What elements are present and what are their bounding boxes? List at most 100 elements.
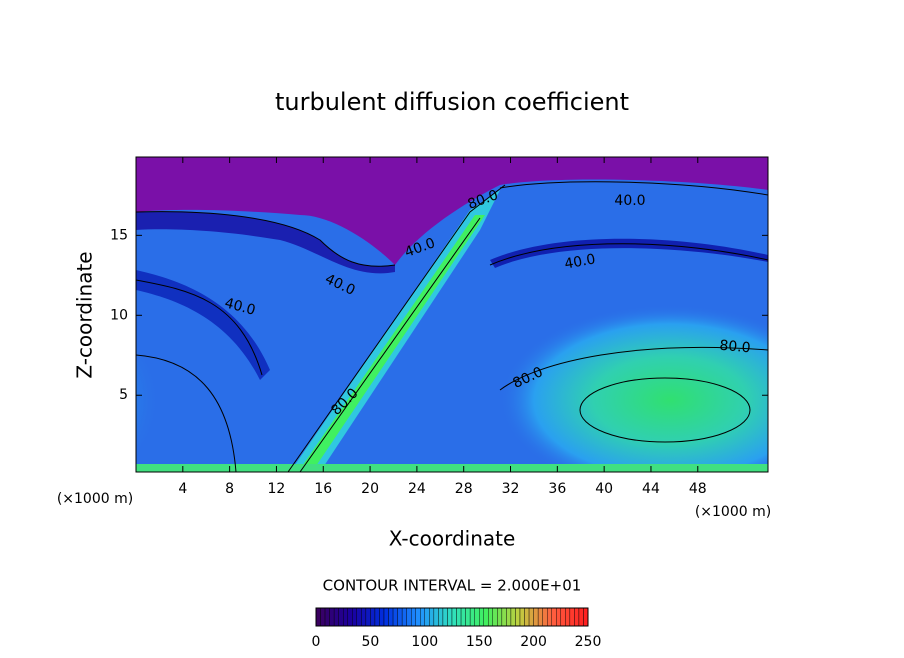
colorbar-cell xyxy=(315,607,321,627)
colorbar-cell xyxy=(356,607,362,627)
colorbar-cell xyxy=(501,607,507,627)
colorbar-cell xyxy=(465,607,471,627)
colorbar-cell xyxy=(361,607,367,627)
field-blob xyxy=(500,305,768,472)
colorbar-cell xyxy=(401,607,407,627)
colorbar-cell xyxy=(537,607,543,627)
x-tick-label: 40 xyxy=(595,481,613,497)
contour-label: 40.0 xyxy=(563,251,596,272)
colorbar-cell xyxy=(320,607,326,627)
colorbar-cell xyxy=(451,607,457,627)
contour-line xyxy=(499,346,768,391)
x-tick-label: 28 xyxy=(455,481,473,497)
colorbar-cell xyxy=(524,607,530,627)
colorbar-cell xyxy=(411,607,416,627)
colorbar-cell xyxy=(519,607,525,627)
colorbar-cell xyxy=(438,607,444,627)
plot-frame xyxy=(135,156,769,473)
colorbar-cell xyxy=(569,607,575,627)
colorbar-cell xyxy=(338,607,344,627)
contour-line xyxy=(287,184,506,472)
contour-line xyxy=(299,217,481,472)
colorbar-cell xyxy=(406,607,412,627)
x-tick-label: 4 xyxy=(178,481,187,497)
colorbar-cell xyxy=(483,607,489,627)
colorbar-cell xyxy=(556,607,561,627)
colorbar-cell xyxy=(506,607,512,627)
colorbar-cell xyxy=(510,607,516,627)
field-band xyxy=(136,270,270,380)
colorbar-cell xyxy=(492,607,498,627)
colorbar-cell xyxy=(429,607,435,627)
field-band xyxy=(490,238,768,268)
x-unit: (×1000 m) xyxy=(695,504,771,520)
field-blob xyxy=(136,310,256,472)
colorbar-cell xyxy=(347,607,353,627)
colorbar-cell xyxy=(365,607,371,627)
colorbar-tick-label: 250 xyxy=(575,634,602,650)
contour-line xyxy=(489,243,768,266)
colorbar-tick-label: 50 xyxy=(361,634,379,650)
colorbar-cell xyxy=(547,607,552,627)
field xyxy=(136,157,768,472)
field-bottom xyxy=(136,464,768,472)
colorbar-cell xyxy=(560,607,566,627)
field-top xyxy=(136,157,768,265)
x-tick-label: 20 xyxy=(361,481,379,497)
y-tick-label: 5 xyxy=(119,387,128,403)
colorbar-tick-label: 0 xyxy=(312,634,321,650)
x-tick-label: 44 xyxy=(642,481,660,497)
colorbar-cell xyxy=(420,607,425,627)
colorbar-cell xyxy=(374,607,380,627)
colorbar-cell xyxy=(333,607,339,627)
contour-interval: CONTOUR INTERVAL = 2.000E+01 xyxy=(323,577,582,595)
colorbar-cell xyxy=(578,607,584,627)
colorbar-cell xyxy=(424,607,430,627)
chart-title: turbulent diffusion coefficient xyxy=(275,88,629,116)
colorbar-cell xyxy=(415,607,421,627)
colorbar-tick-label: 100 xyxy=(411,634,438,650)
colorbar-cell xyxy=(433,607,439,627)
colorbar-cell xyxy=(352,607,357,627)
contour-line xyxy=(136,354,237,472)
contour-label: 40.0 xyxy=(223,295,257,319)
colorbar-cell xyxy=(383,607,389,627)
contour-line xyxy=(499,181,768,196)
colorbar-cell xyxy=(324,607,330,627)
x-tick-label: 48 xyxy=(689,481,707,497)
colorbar-cell xyxy=(542,607,548,627)
colorbar-cell xyxy=(379,607,385,627)
colorbar-cell xyxy=(528,607,534,627)
colorbar-cell xyxy=(370,607,376,627)
x-unit: (×1000 m) xyxy=(57,491,133,507)
contour-label: 80.0 xyxy=(719,338,751,357)
colorbar: 0 50 100 150 200 250 xyxy=(312,607,602,650)
x-tick-label: 24 xyxy=(408,481,426,497)
colorbar-cell xyxy=(474,607,480,627)
colorbar-cell xyxy=(388,607,394,627)
colorbar-cell xyxy=(488,607,493,627)
contour-line xyxy=(136,279,263,376)
colorbar-cell xyxy=(574,607,580,627)
contour-line xyxy=(579,377,751,443)
y-tick-label: 10 xyxy=(110,307,128,323)
colorbar-cell xyxy=(469,607,475,627)
colorbar-cell xyxy=(497,607,503,627)
contour-line xyxy=(136,211,396,267)
field-band xyxy=(136,211,395,274)
y-axis-label: Z-coordinate xyxy=(73,251,97,378)
colorbar-cell xyxy=(442,607,448,627)
colorbar-cell xyxy=(533,607,539,627)
colorbar-cell xyxy=(447,607,453,627)
x-tick-label: 12 xyxy=(268,481,286,497)
colorbar-cell xyxy=(456,607,462,627)
x-axis-label: X-coordinate xyxy=(389,527,516,551)
colorbar-cell xyxy=(565,607,571,627)
colorbar-cell xyxy=(397,607,403,627)
colorbar-cell xyxy=(329,607,335,627)
colorbar-cell xyxy=(515,607,521,627)
colorbar-cell xyxy=(583,607,589,627)
colorbar-cell xyxy=(392,607,398,627)
colorbar-tick-label: 150 xyxy=(466,634,493,650)
